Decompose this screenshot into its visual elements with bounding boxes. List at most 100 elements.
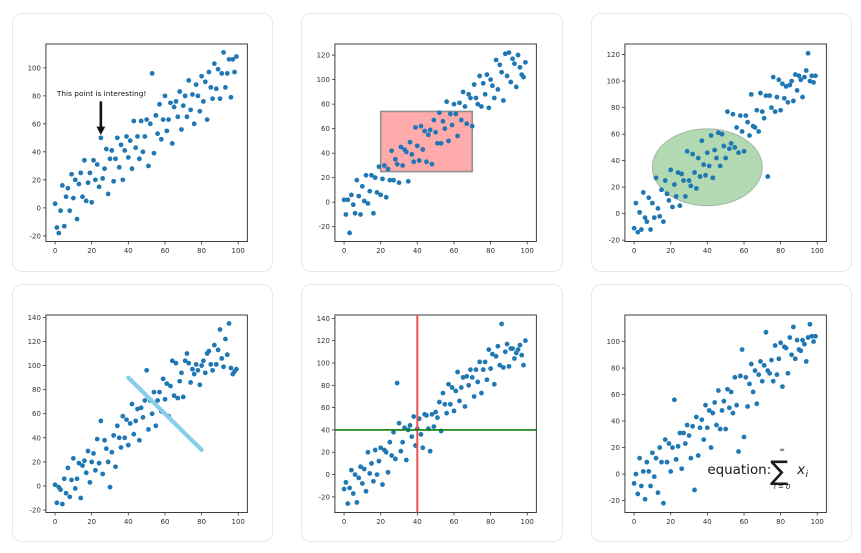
equation-scatter-plot: 0 20 40 60 80 100 -20 0 20 40 60 80 100 equation: ∑ ∞ i…: [606, 313, 827, 525]
subplot-card-axlines: 0 20 40 60 80 100 -20 0 20 40 60 80 100 120 140: [301, 283, 563, 542]
axes-frame: [45, 43, 248, 242]
y-tick-label: 100: [317, 359, 330, 367]
x-tick-label: 40: [413, 517, 422, 525]
x-tick-label: 40: [124, 247, 133, 255]
y-tick-label: 80: [611, 104, 620, 112]
x-tick-label: 60: [450, 247, 459, 255]
x-tick-label: 0: [342, 247, 346, 255]
equation-sigma: ∑: [770, 456, 788, 487]
y-tick-label: 20: [611, 184, 620, 192]
axes-frame: [334, 43, 538, 242]
subplot-card-rectangle: 0 20 40 60 80 100 -20 0 20 40 60 80 100 120: [301, 13, 563, 272]
y-tick-label: -20: [608, 237, 619, 245]
y-tick-label: 60: [32, 120, 41, 128]
y-tick-label: -20: [319, 493, 330, 501]
annotation-arrow-head: [96, 126, 106, 136]
scatter-points: [52, 320, 239, 506]
x-tick-label: 80: [487, 247, 496, 255]
x-tick-label: 20: [377, 517, 386, 525]
x-tick-label: 60: [161, 247, 170, 255]
y-tick-label: 40: [611, 417, 620, 425]
x-tick-label: 20: [377, 247, 386, 255]
y-tick-label: 0: [36, 204, 40, 212]
x-tick-label: 100: [232, 247, 245, 255]
y-tick-label: 60: [611, 390, 620, 398]
y-tick-label: -20: [608, 497, 619, 505]
y-tick-label: 80: [32, 386, 41, 394]
x-tick-label: 20: [666, 517, 675, 525]
line-scatter-plot: 0 20 40 60 80 100 -20 0 20 40 60 80 100 120 140: [28, 313, 248, 525]
subplot-card-annotation: 0 20 40 60 80 100 -20 0 20 40 60 80 100 This point is…: [12, 13, 274, 272]
equation-prefix: equation:: [707, 463, 771, 478]
y-tick-label: 20: [321, 448, 330, 456]
x-tick-label: 100: [810, 517, 823, 525]
scatter-points: [631, 50, 818, 235]
y-tick-label: 120: [28, 338, 41, 346]
axes-frame: [624, 313, 827, 513]
axes-frame: [45, 314, 248, 513]
y-tick-label: 40: [32, 434, 41, 442]
x-tick-label: 40: [703, 517, 712, 525]
x-tick-label: 20: [666, 247, 675, 255]
annotated-scatter-plot: 0 20 40 60 80 100 -20 0 20 40 60 80 100 This point is…: [28, 43, 248, 255]
x-tick-label: 100: [232, 517, 245, 525]
x-tick-label: 100: [521, 517, 534, 525]
scatter-points: [342, 50, 529, 236]
x-tick-label: 80: [197, 517, 206, 525]
axlines-scatter-plot: 0 20 40 60 80 100 -20 0 20 40 60 80 100 120 140: [317, 314, 538, 525]
x-tick-label: 60: [450, 517, 459, 525]
x-tick-label: 0: [53, 517, 57, 525]
axes-frame: [624, 43, 827, 242]
x-tick-label: 60: [739, 247, 748, 255]
y-tick-label: -20: [30, 506, 41, 514]
x-tick-label: 80: [776, 247, 785, 255]
x-tick-label: 60: [739, 517, 748, 525]
y-tick-label: 140: [28, 313, 41, 321]
equation-lower-limit: i = 0: [773, 483, 790, 491]
y-tick-label: 100: [606, 78, 619, 86]
y-tick-label: 60: [321, 125, 330, 133]
y-tick-label: 140: [317, 314, 330, 322]
y-tick-label: 80: [321, 101, 330, 109]
y-tick-label: 80: [611, 364, 620, 372]
y-tick-label: 0: [326, 199, 330, 207]
overlay-line: [126, 375, 204, 452]
y-tick-label: -20: [30, 232, 41, 240]
rectangle-scatter-plot: 0 20 40 60 80 100 -20 0 20 40 60 80 100 120: [317, 43, 538, 255]
scatter-points: [52, 49, 239, 236]
x-tick-label: 20: [87, 247, 96, 255]
x-tick-label: 40: [413, 247, 422, 255]
x-tick-label: 100: [521, 247, 534, 255]
y-tick-label: 100: [606, 338, 619, 346]
subplot-card-equation: 0 20 40 60 80 100 -20 0 20 40 60 80 100 equation: ∑ ∞ i…: [590, 283, 852, 542]
y-tick-label: 60: [321, 404, 330, 412]
x-tick-label: 0: [342, 517, 346, 525]
x-tick-label: 80: [487, 517, 496, 525]
y-tick-label: 60: [32, 410, 41, 418]
x-tick-label: 80: [197, 247, 206, 255]
y-tick-label: 100: [28, 362, 41, 370]
scatter-points: [631, 321, 818, 506]
annotation-text: This point is interesting!: [56, 89, 146, 98]
y-tick-label: 20: [32, 458, 41, 466]
y-tick-label: -20: [319, 223, 330, 231]
equation-body-subscript: i: [805, 470, 808, 480]
y-tick-label: 40: [611, 157, 620, 165]
y-tick-label: 0: [615, 470, 619, 478]
equation-body: x: [796, 463, 806, 478]
y-tick-label: 20: [321, 174, 330, 182]
y-tick-label: 80: [321, 381, 330, 389]
x-tick-label: 100: [810, 247, 823, 255]
y-tick-label: 120: [606, 51, 619, 59]
x-tick-label: 0: [632, 247, 636, 255]
y-tick-label: 0: [326, 471, 330, 479]
y-tick-label: 0: [36, 482, 40, 490]
y-tick-label: 100: [28, 64, 41, 72]
ellipse-scatter-plot: 0 20 40 60 80 100 -20 0 20 40 60 80 100 120: [606, 43, 827, 255]
y-tick-label: 20: [611, 444, 620, 452]
subplot-card-line: 0 20 40 60 80 100 -20 0 20 40 60 80 100 120 140: [12, 283, 274, 542]
y-tick-label: 0: [615, 210, 619, 218]
equation-upper-limit: ∞: [779, 446, 785, 454]
y-tick-label: 40: [321, 150, 330, 158]
